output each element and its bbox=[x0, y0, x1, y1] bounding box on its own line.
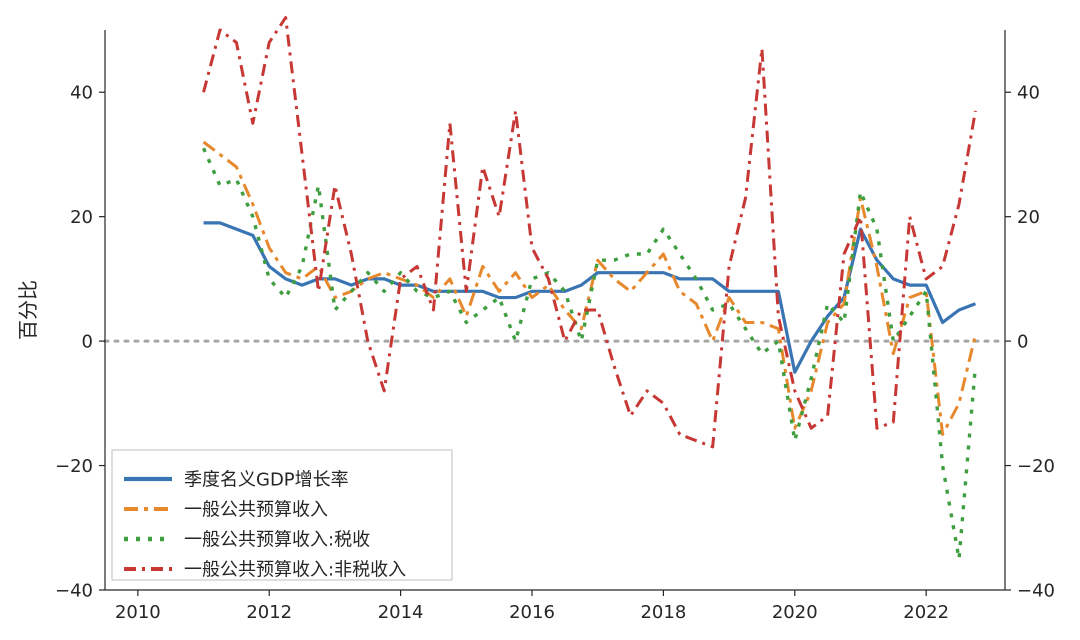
x-tick-label: 2020 bbox=[772, 602, 818, 623]
y-right-tick-label: 40 bbox=[1017, 83, 1040, 104]
chart-root: 2010 2012 2014 2016 2018 2020 2022 −40 −20 0 20 40… bbox=[0, 0, 1080, 640]
x-tick-label: 2010 bbox=[115, 602, 161, 623]
line-chart: 2010 2012 2014 2016 2018 2020 2022 −40 −20 0 20 40… bbox=[0, 0, 1080, 640]
legend-label: 一般公共预算收入:非税收入 bbox=[184, 559, 406, 580]
x-tick-label: 2014 bbox=[378, 602, 424, 623]
y-left-tick-label: −40 bbox=[55, 580, 93, 601]
y-left-tick-label: −20 bbox=[55, 456, 93, 477]
legend: 季度名义GDP增长率一般公共预算收入一般公共预算收入:税收一般公共预算收入:非税… bbox=[112, 450, 452, 580]
y-left-tick-label: 40 bbox=[70, 83, 93, 104]
y-right-tick-label: −40 bbox=[1017, 580, 1055, 601]
legend-label: 一般公共预算收入:税收 bbox=[184, 529, 370, 550]
x-tick-label: 2016 bbox=[509, 602, 555, 623]
legend-label: 季度名义GDP增长率 bbox=[184, 469, 349, 490]
y-right-tick-label: 20 bbox=[1017, 207, 1040, 228]
y-left-tick-label: 20 bbox=[70, 207, 93, 228]
y-right-tick-label: 0 bbox=[1017, 331, 1028, 352]
x-tick-label: 2018 bbox=[640, 602, 686, 623]
x-tick-label: 2022 bbox=[903, 602, 949, 623]
y-axis-label: 百分比 bbox=[16, 280, 40, 340]
y-right-tick-label: −20 bbox=[1017, 456, 1055, 477]
y-left-tick-label: 0 bbox=[82, 331, 93, 352]
x-tick-label: 2012 bbox=[246, 602, 292, 623]
legend-label: 一般公共预算收入 bbox=[184, 499, 328, 520]
